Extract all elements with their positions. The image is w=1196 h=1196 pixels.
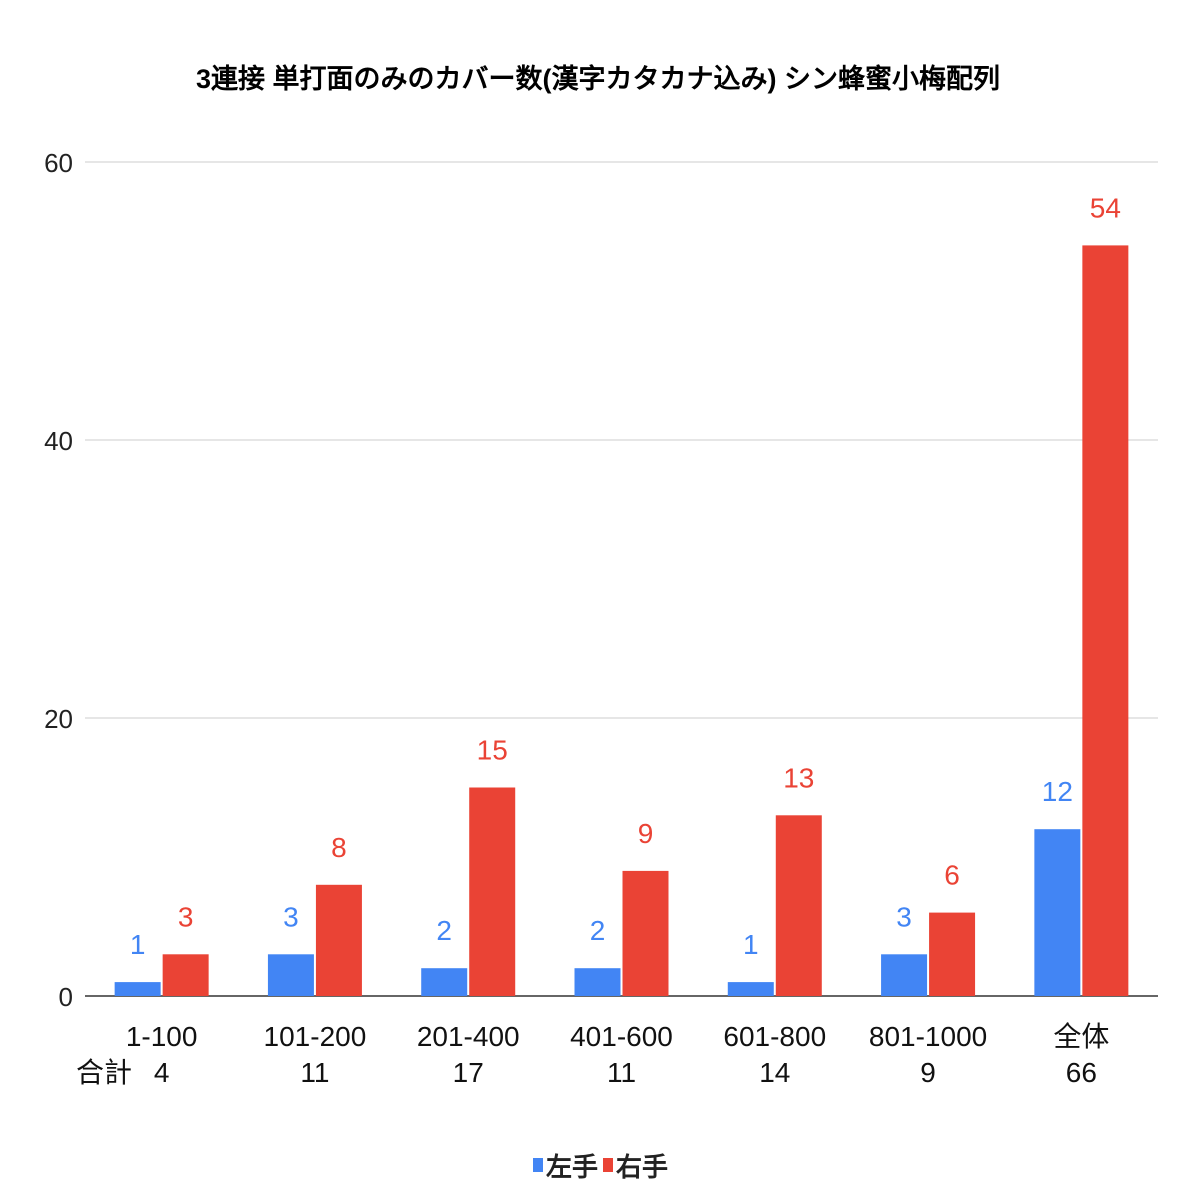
bar-left-全体 [1034, 829, 1081, 996]
bar-right-601-800 [775, 815, 822, 996]
data-label: 2 [590, 915, 606, 946]
bar-right-801-1000 [929, 912, 976, 996]
bar-right-1-100 [162, 954, 209, 996]
total-value: 66 [1066, 1057, 1097, 1088]
total-row-label: 合計 [76, 1057, 132, 1088]
x-tick-label: 全体 [1053, 1021, 1109, 1052]
bar-left-201-400 [421, 968, 468, 996]
gridlines [85, 161, 1158, 997]
data-label: 15 [477, 735, 508, 766]
data-label: 13 [783, 762, 814, 793]
data-label: 6 [944, 860, 960, 891]
data-label: 12 [1042, 776, 1073, 807]
bar-left-101-200 [267, 954, 314, 996]
y-tick-label: 40 [44, 426, 73, 456]
y-axis-ticks: 0 20 40 60 [44, 148, 73, 1012]
x-tick-label: 1-100 [126, 1021, 198, 1052]
bar-right-401-600 [622, 870, 669, 996]
bar-right-201-400 [469, 787, 516, 996]
legend: 左手 右手 [533, 1152, 668, 1182]
legend-swatch [603, 1158, 613, 1172]
x-tick-label: 601-800 [723, 1021, 826, 1052]
legend-label: 右手 [616, 1152, 668, 1182]
x-axis: 1-100 4 101-200 11 201-400 17 401-600 11 601-800… [126, 1021, 1110, 1088]
total-value: 17 [453, 1057, 484, 1088]
data-label: 3 [178, 901, 194, 932]
data-label: 3 [283, 901, 299, 932]
y-tick-label: 20 [44, 704, 73, 734]
bars [114, 245, 1129, 996]
total-value: 11 [607, 1057, 636, 1088]
data-label: 2 [436, 915, 452, 946]
x-tick-label: 801-1000 [869, 1021, 987, 1052]
bar-left-401-600 [574, 968, 621, 996]
data-label: 3 [896, 901, 912, 932]
total-value: 14 [759, 1057, 790, 1088]
bar-right-101-200 [315, 884, 362, 996]
y-tick-label: 60 [44, 148, 73, 178]
legend-swatch [533, 1158, 543, 1172]
total-value: 4 [154, 1057, 170, 1088]
data-label: 9 [638, 818, 654, 849]
bar-left-801-1000 [881, 954, 928, 996]
bar-right-全体 [1082, 245, 1129, 996]
data-label: 8 [331, 832, 347, 863]
x-tick-label: 201-400 [417, 1021, 520, 1052]
legend-label: 左手 [546, 1152, 598, 1182]
total-value: 11 [300, 1057, 329, 1088]
y-tick-label: 0 [59, 982, 73, 1012]
data-label: 1 [130, 929, 146, 960]
total-value: 9 [920, 1057, 936, 1088]
chart-title: 3連接 単打面のみのカバー数(漢字カタカナ込み) シン蜂蜜小梅配列 [196, 63, 1000, 94]
x-tick-label: 101-200 [264, 1021, 367, 1052]
data-label: 54 [1090, 192, 1121, 223]
bar-left-1-100 [114, 982, 161, 996]
bar-left-601-800 [727, 982, 774, 996]
x-tick-label: 401-600 [570, 1021, 673, 1052]
data-label: 1 [743, 929, 759, 960]
